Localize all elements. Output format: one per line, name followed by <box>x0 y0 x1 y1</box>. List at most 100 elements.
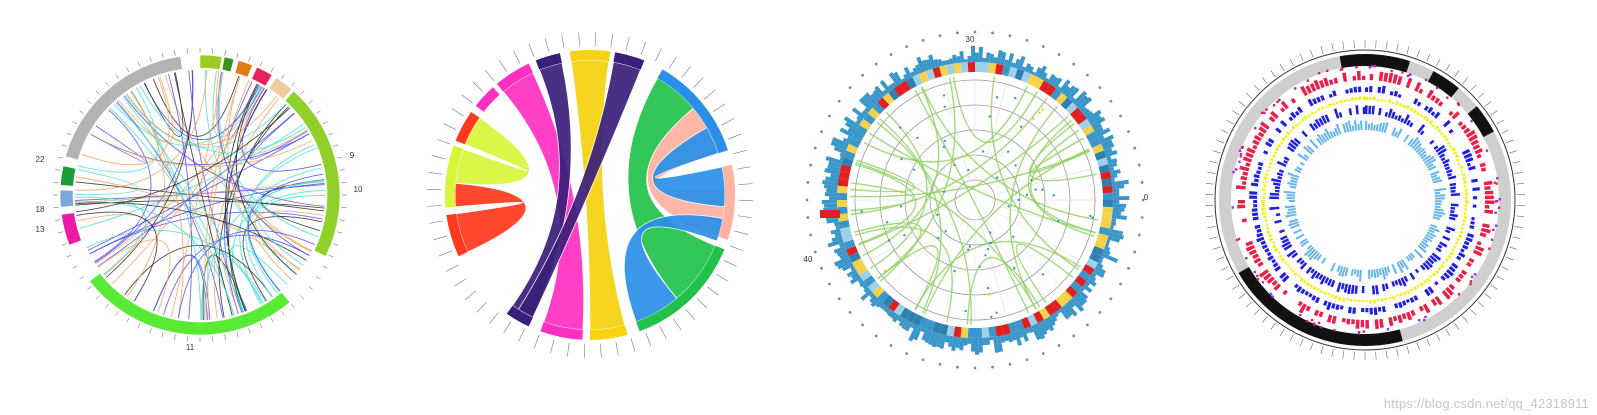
fusion-link-61 <box>97 239 171 313</box>
track-4-1826 <box>1359 269 1362 282</box>
track-2-374 <box>1425 118 1430 123</box>
hist-bar-1230 <box>1088 275 1097 282</box>
track-4-902 <box>1434 200 1442 203</box>
tick-70 <box>333 144 339 147</box>
outer-ring <box>1214 49 1516 351</box>
hist-bar-3465 <box>941 60 947 66</box>
grid-spoke-210 <box>914 217 966 305</box>
label-stub-74 <box>733 149 747 155</box>
track-1-1100 <box>1465 236 1473 243</box>
track-0-2310 <box>1263 272 1272 281</box>
track-4-2838 <box>1290 179 1298 184</box>
fusion-link-72 <box>90 134 313 167</box>
hist-bar-1845 <box>959 337 965 351</box>
scatter-dot-51 <box>899 205 903 208</box>
track-4-3036 <box>1297 153 1308 162</box>
scatter-dot-34 <box>942 145 946 149</box>
outer-tick-330 <box>889 53 893 56</box>
track-0-2002 <box>1318 311 1324 318</box>
tick-315 <box>95 90 100 95</box>
label-stub--40 <box>484 69 495 82</box>
track-0-3432 <box>1328 79 1334 86</box>
band-219 <box>882 295 895 308</box>
hist-bar-1665 <box>1003 334 1009 342</box>
hist-bar-2715 <box>824 192 838 197</box>
band-288 <box>843 150 856 161</box>
track-marker-40 <box>1253 126 1257 130</box>
band-120 <box>1082 264 1095 276</box>
track-1-1452 <box>1424 288 1431 297</box>
track-2-1100 <box>1457 234 1463 239</box>
hist-bar-2460 <box>839 252 849 260</box>
track-marker-39 <box>1269 292 1273 296</box>
track-1-88 <box>1381 85 1386 94</box>
hist-bar-1245 <box>1086 278 1097 287</box>
arc-11 <box>446 213 468 257</box>
arc-0 <box>496 63 533 92</box>
track-4-990 <box>1433 210 1446 215</box>
hist-bar-3435 <box>933 59 940 68</box>
track-4-880 <box>1434 197 1445 200</box>
outer-tick-138 <box>1086 323 1089 327</box>
track-marker-71 <box>1298 313 1302 317</box>
label-stub-206 <box>518 328 525 342</box>
track-3-1892 <box>1347 284 1352 295</box>
tick-marks <box>53 48 347 342</box>
track-0-3542 <box>1352 75 1357 81</box>
track-4-2860 <box>1290 176 1299 181</box>
track-0-1628 <box>1397 314 1403 324</box>
track-marker-0 <box>1401 71 1404 74</box>
hist-bar-1815 <box>967 337 972 344</box>
label-stub-158 <box>645 333 652 347</box>
track-0-3388 <box>1318 80 1325 89</box>
track-1-2772 <box>1250 182 1259 187</box>
tick-145 <box>281 311 285 316</box>
fusion-link-47 <box>75 202 307 261</box>
track-4-2728 <box>1286 193 1296 197</box>
track-3-3410 <box>1333 108 1340 119</box>
hist-bar-705 <box>1105 149 1118 158</box>
track-0-682 <box>1476 153 1482 159</box>
track-0-1210 <box>1466 261 1472 268</box>
band-330 <box>906 77 917 90</box>
scatter-dot-50 <box>936 213 939 216</box>
tick-36 <box>1454 70 1460 78</box>
track-3-154 <box>1387 108 1393 118</box>
track-marker-13 <box>1357 332 1361 335</box>
track-0-1650 <box>1392 315 1398 322</box>
track-1-660 <box>1463 152 1473 159</box>
track-2-704 <box>1459 165 1464 170</box>
track-2-2838 <box>1264 172 1269 177</box>
tick-190 <box>174 334 176 340</box>
hist-bar-1545 <box>1031 324 1042 341</box>
segment-label-4: 10 <box>354 185 363 194</box>
track-2-3498 <box>1346 99 1351 102</box>
track-1-1166 <box>1460 248 1465 253</box>
hist-bar-1350 <box>1069 297 1085 312</box>
fusion-link-70 <box>75 181 325 204</box>
band-36 <box>1050 88 1062 101</box>
band-237 <box>855 264 868 276</box>
track-1-264 <box>1413 98 1419 105</box>
track-0-1738 <box>1374 319 1379 330</box>
hist-bar-1470 <box>1047 315 1056 327</box>
hist-bar-2370 <box>850 272 860 280</box>
hist-bar-2130 <box>892 313 900 323</box>
track-0-1342 <box>1448 283 1456 291</box>
track-4-3432 <box>1342 123 1347 133</box>
track-3-2706 <box>1269 196 1280 200</box>
track-1-2662 <box>1253 204 1258 208</box>
track-1-2354 <box>1271 258 1277 264</box>
track-4-2134 <box>1321 257 1327 264</box>
track-0-1452 <box>1430 298 1438 307</box>
fusion-link-80 <box>76 107 290 213</box>
track-4-1100 <box>1430 223 1438 229</box>
track-marker-50 <box>1317 72 1321 75</box>
track-0-3168 <box>1280 107 1286 113</box>
hist-bar-1275 <box>1082 284 1093 294</box>
track-0-374 <box>1437 101 1444 107</box>
hist-bar-3330 <box>910 71 916 78</box>
track-2-1078 <box>1459 230 1464 235</box>
band-318 <box>882 92 895 105</box>
track-4-726 <box>1431 176 1441 181</box>
